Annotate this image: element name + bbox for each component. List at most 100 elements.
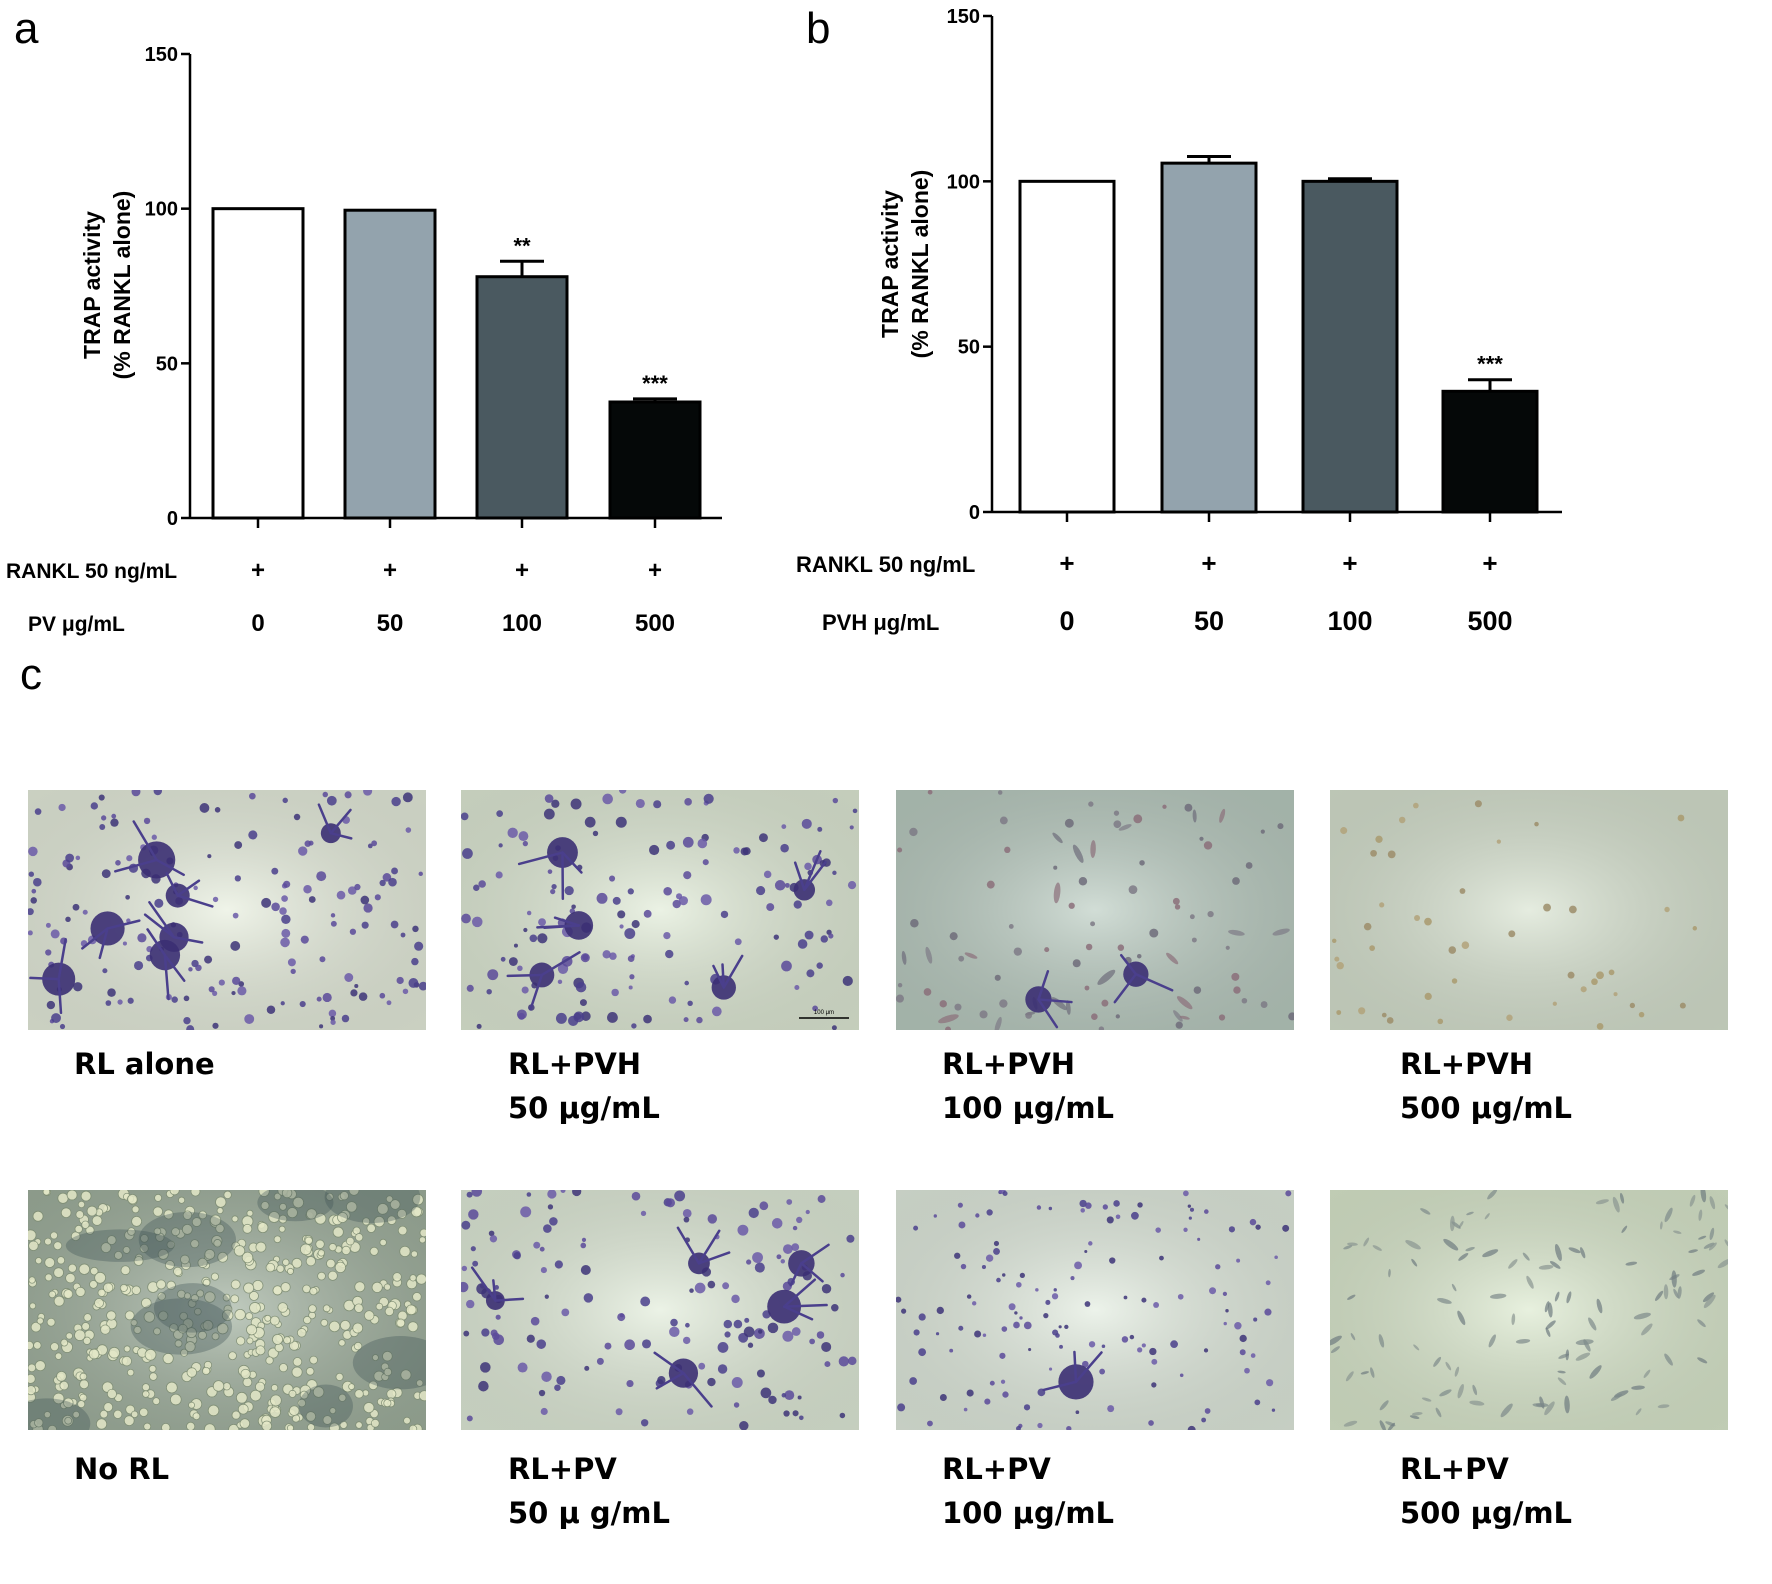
cell [101,815,107,821]
cell [382,1350,393,1362]
cell [363,903,373,913]
cell [299,1243,312,1256]
cell [627,955,635,963]
micrograph-caption-bottom-4: RL+PV 500 μg/mL [1400,1447,1572,1535]
spindle-cell [1405,1240,1421,1250]
cell [939,1000,947,1008]
osteoclast-process [176,894,214,908]
micrograph-bottom-1 [28,1190,426,1430]
cell [1336,962,1344,970]
spindle-cell [1228,929,1245,936]
osteoclast-process [1134,972,1174,992]
bar [1441,389,1539,514]
cell [1386,1017,1394,1024]
cell [579,999,587,1007]
cell [842,975,853,987]
osteoclast-process [793,861,806,892]
cell [653,800,662,809]
cell [246,1324,258,1336]
cell [163,1209,174,1220]
cell [330,1016,336,1021]
cell [478,880,486,888]
cell [204,1291,216,1303]
cell [838,1356,849,1367]
cell [234,875,241,882]
cell [418,1236,426,1244]
cell [73,982,83,992]
cell [409,1274,417,1282]
cell [28,1363,37,1373]
cell [643,909,652,918]
cell [120,1265,131,1276]
cell [999,816,1008,825]
cell [557,979,563,985]
bar [1018,179,1116,514]
cell [1013,947,1022,956]
cell [596,892,608,904]
cell [106,1310,117,1321]
cell [1048,1367,1053,1371]
cell [1629,1002,1636,1009]
cell [901,1308,907,1314]
spindle-cell [1176,996,1193,1010]
cell [400,1369,412,1381]
spindle-cell [1673,1288,1679,1299]
cell [169,1190,180,1196]
cell [476,1023,482,1029]
osteoclast-process [800,1262,824,1283]
cell [154,898,164,908]
cell [75,855,81,861]
cell [141,1383,150,1392]
cell [418,1390,426,1402]
cell [957,1202,963,1208]
cell [847,881,857,890]
cell [190,1239,200,1249]
cell [1162,804,1167,809]
cell [308,896,316,903]
cell [812,1005,818,1012]
cell [53,1267,64,1278]
cell [629,974,635,980]
cell [28,846,38,857]
cell [42,1190,51,1196]
cell [283,1336,292,1345]
spindle-cell [1379,1400,1389,1411]
cell [131,790,141,797]
cell [1225,1309,1229,1313]
cell [748,1207,759,1219]
cell [1016,1426,1021,1430]
cell [30,1321,42,1333]
y-tick-label: 150 [947,6,980,28]
spindle-cell [1703,1294,1716,1309]
cell [703,793,714,804]
cell [280,1001,285,1006]
cell [543,1224,552,1233]
cell [1102,1204,1108,1210]
cell [269,1406,281,1418]
cell [1358,1007,1366,1015]
cell [913,1329,920,1336]
cell [141,1297,152,1309]
cell [828,933,834,939]
spindle-cell [1458,1252,1469,1261]
cell [839,1412,846,1419]
cell [1002,1273,1006,1277]
cell [573,1011,585,1023]
cell [1387,850,1396,859]
cell [1151,1382,1157,1388]
spindle-cell [1433,1356,1442,1367]
spindle-cell [1671,1270,1677,1288]
cell [584,816,596,828]
cell [111,813,117,819]
spindle-cell [1192,809,1197,823]
cell [171,1227,181,1237]
bar-chart-b: 0 50 100 150 TRAP activity (% RANKL alone) +0 +… [796,6,1562,636]
cell [65,1272,76,1284]
cell [759,1201,769,1211]
cell [327,1270,338,1281]
cell [1002,1191,1008,1197]
cell [1260,829,1265,834]
y-tick-label: 100 [145,199,178,221]
cell [643,1014,652,1024]
cell [1448,946,1457,954]
